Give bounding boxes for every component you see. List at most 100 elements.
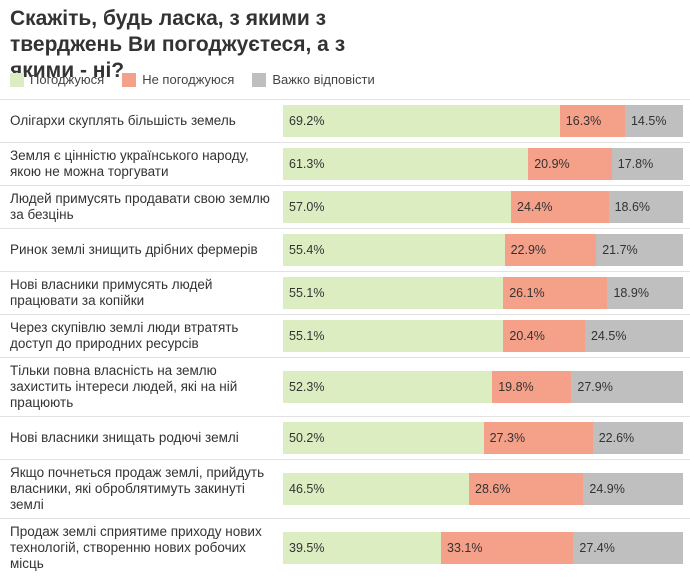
bar-track: 61.3% 20.9% 17.8% [283,148,683,180]
value-label: 24.4% [517,200,553,214]
bar-segment: 24.5% [584,320,683,352]
bar-segment: 17.8% [611,148,683,180]
legend-label: Не погоджуюся [142,72,235,87]
value-label: 69.2% [289,114,325,128]
bar-segment: 50.2% [283,422,484,454]
value-label: 19.8% [498,380,534,394]
legend: Погоджуюся Не погоджуюся Важко відповісти [10,72,375,87]
bar-segment: 52.3% [283,371,493,403]
legend-label: Важко відповісти [272,72,375,87]
value-label: 20.9% [534,157,570,171]
value-label: 27.3% [489,431,526,445]
row: Якщо почнеться продаж землі, прийдуть вл… [0,459,690,518]
bar-segment: 24.4% [511,191,609,223]
category-label: Через скупівлю землі люди втратять досту… [10,320,239,351]
bar-segment: 16.3% [559,105,625,137]
bar-segment: 69.2% [283,105,560,137]
value-label: 57.0% [289,200,325,214]
category-label: Якщо почнеться продаж землі, прийдуть вл… [10,465,265,512]
value-label: 17.8% [617,157,654,171]
value-label: 22.6% [598,431,635,445]
bar-segment: 27.4% [573,532,683,564]
value-label: 20.4% [509,329,545,343]
value-label: 22.9% [510,243,547,257]
value-label: 18.9% [613,286,649,300]
bar-track: 50.2% 27.3% 22.6% [283,422,683,454]
value-label: 61.3% [289,157,325,171]
bar-segment: 39.5% [283,532,441,564]
bar-segment: 28.6% [469,473,584,505]
bar-track: 46.5% 28.6% 24.9% [283,473,683,505]
row: Ринок землі знищить дрібних фермерів 55.4… [0,228,690,271]
bar-segment: 20.9% [528,148,612,180]
value-label: 39.5% [289,541,325,555]
row: Олігархи скуплять більшість земель 69.2% 1… [0,99,690,142]
row: Нові власники примусять людей працювати … [0,271,690,314]
value-label: 55.1% [289,329,325,343]
bar-track: 57.0% 24.4% 18.6% [283,191,683,223]
bar-track: 39.5% 33.1% 27.4% [283,532,683,564]
chart-title: Скажіть, будь ласка, з якими з тверджень… [10,7,346,82]
value-label: 27.4% [579,541,615,555]
value-label: 27.9% [577,380,613,394]
bar-segment: 27.9% [571,371,683,403]
row: Людей примусять продавати свою землю за … [0,185,690,228]
category-label: Ринок землі знищить дрібних фермерів [10,242,258,257]
value-label: 16.3% [565,114,602,128]
bar-track: 55.1% 26.1% 18.9% [283,277,683,309]
row: Через скупівлю землі люди втратять досту… [0,314,690,357]
bar-segment: 20.4% [503,320,585,352]
bar-segment: 55.1% [283,277,504,309]
row: Нові власники знищать родючі землі 50.2% 2… [0,416,690,459]
bar-segment: 22.6% [592,422,683,454]
legend-swatch [10,72,24,87]
legend-item: Не погоджуюся [122,72,234,87]
legend-swatch [252,72,267,87]
bar-segment: 19.8% [492,371,572,403]
value-label: 33.1% [447,541,483,555]
value-label: 55.1% [289,286,325,300]
value-label: 14.5% [630,114,667,128]
value-label: 24.9% [589,482,625,496]
bar-segment: 26.1% [503,277,608,309]
bar-segment: 57.0% [283,191,511,223]
row: Земля є цінністю українського народу, як… [0,142,690,185]
bar-segment: 21.7% [596,234,683,266]
bar-segment: 14.5% [624,105,683,137]
category-label: Тільки повна власність на землю захистит… [10,363,238,410]
category-label: Нові власники знищать родючі землі [10,430,239,445]
chart-body: Олігархи скуплять більшість земель 69.2% 1… [0,99,690,577]
bar-segment: 61.3% [283,148,529,180]
bar-track: 55.1% 20.4% 24.5% [283,320,683,352]
category-label: Людей примусять продавати свою землю за … [10,191,270,222]
value-label: 28.6% [475,482,511,496]
bar-segment: 18.6% [608,191,683,223]
bar-segment: 22.9% [504,234,597,266]
bar-track: 52.3% 19.8% 27.9% [283,371,683,403]
value-label: 18.6% [614,200,651,214]
bar-track: 55.4% 22.9% 21.7% [283,234,683,266]
value-label: 21.7% [602,243,638,257]
value-label: 46.5% [289,482,325,496]
bar-segment: 55.4% [283,234,505,266]
value-label: 26.1% [509,286,545,300]
bar-segment: 18.9% [607,277,683,309]
category-label: Олігархи скуплять більшість земель [10,113,236,128]
category-label: Земля є цінністю українського народу, як… [10,148,249,179]
category-label: Продаж землі сприятиме приходу нових тех… [10,524,262,571]
row: Тільки повна власність на землю захистит… [0,357,690,416]
row: Продаж землі сприятиме приходу нових тех… [0,518,690,577]
bar-track: 69.2% 16.3% 14.5% [283,105,683,137]
legend-swatch [122,72,137,87]
bar-segment: 27.3% [483,422,593,454]
value-label: 55.4% [289,243,325,257]
value-label: 52.3% [289,380,325,394]
value-label: 50.2% [289,431,325,445]
bar-segment: 55.1% [283,320,504,352]
bar-segment: 46.5% [283,473,469,505]
category-label: Нові власники примусять людей працювати … [10,277,213,308]
legend-item: Важко відповісти [252,72,375,87]
value-label: 24.5% [590,329,627,343]
bar-segment: 33.1% [441,532,574,564]
